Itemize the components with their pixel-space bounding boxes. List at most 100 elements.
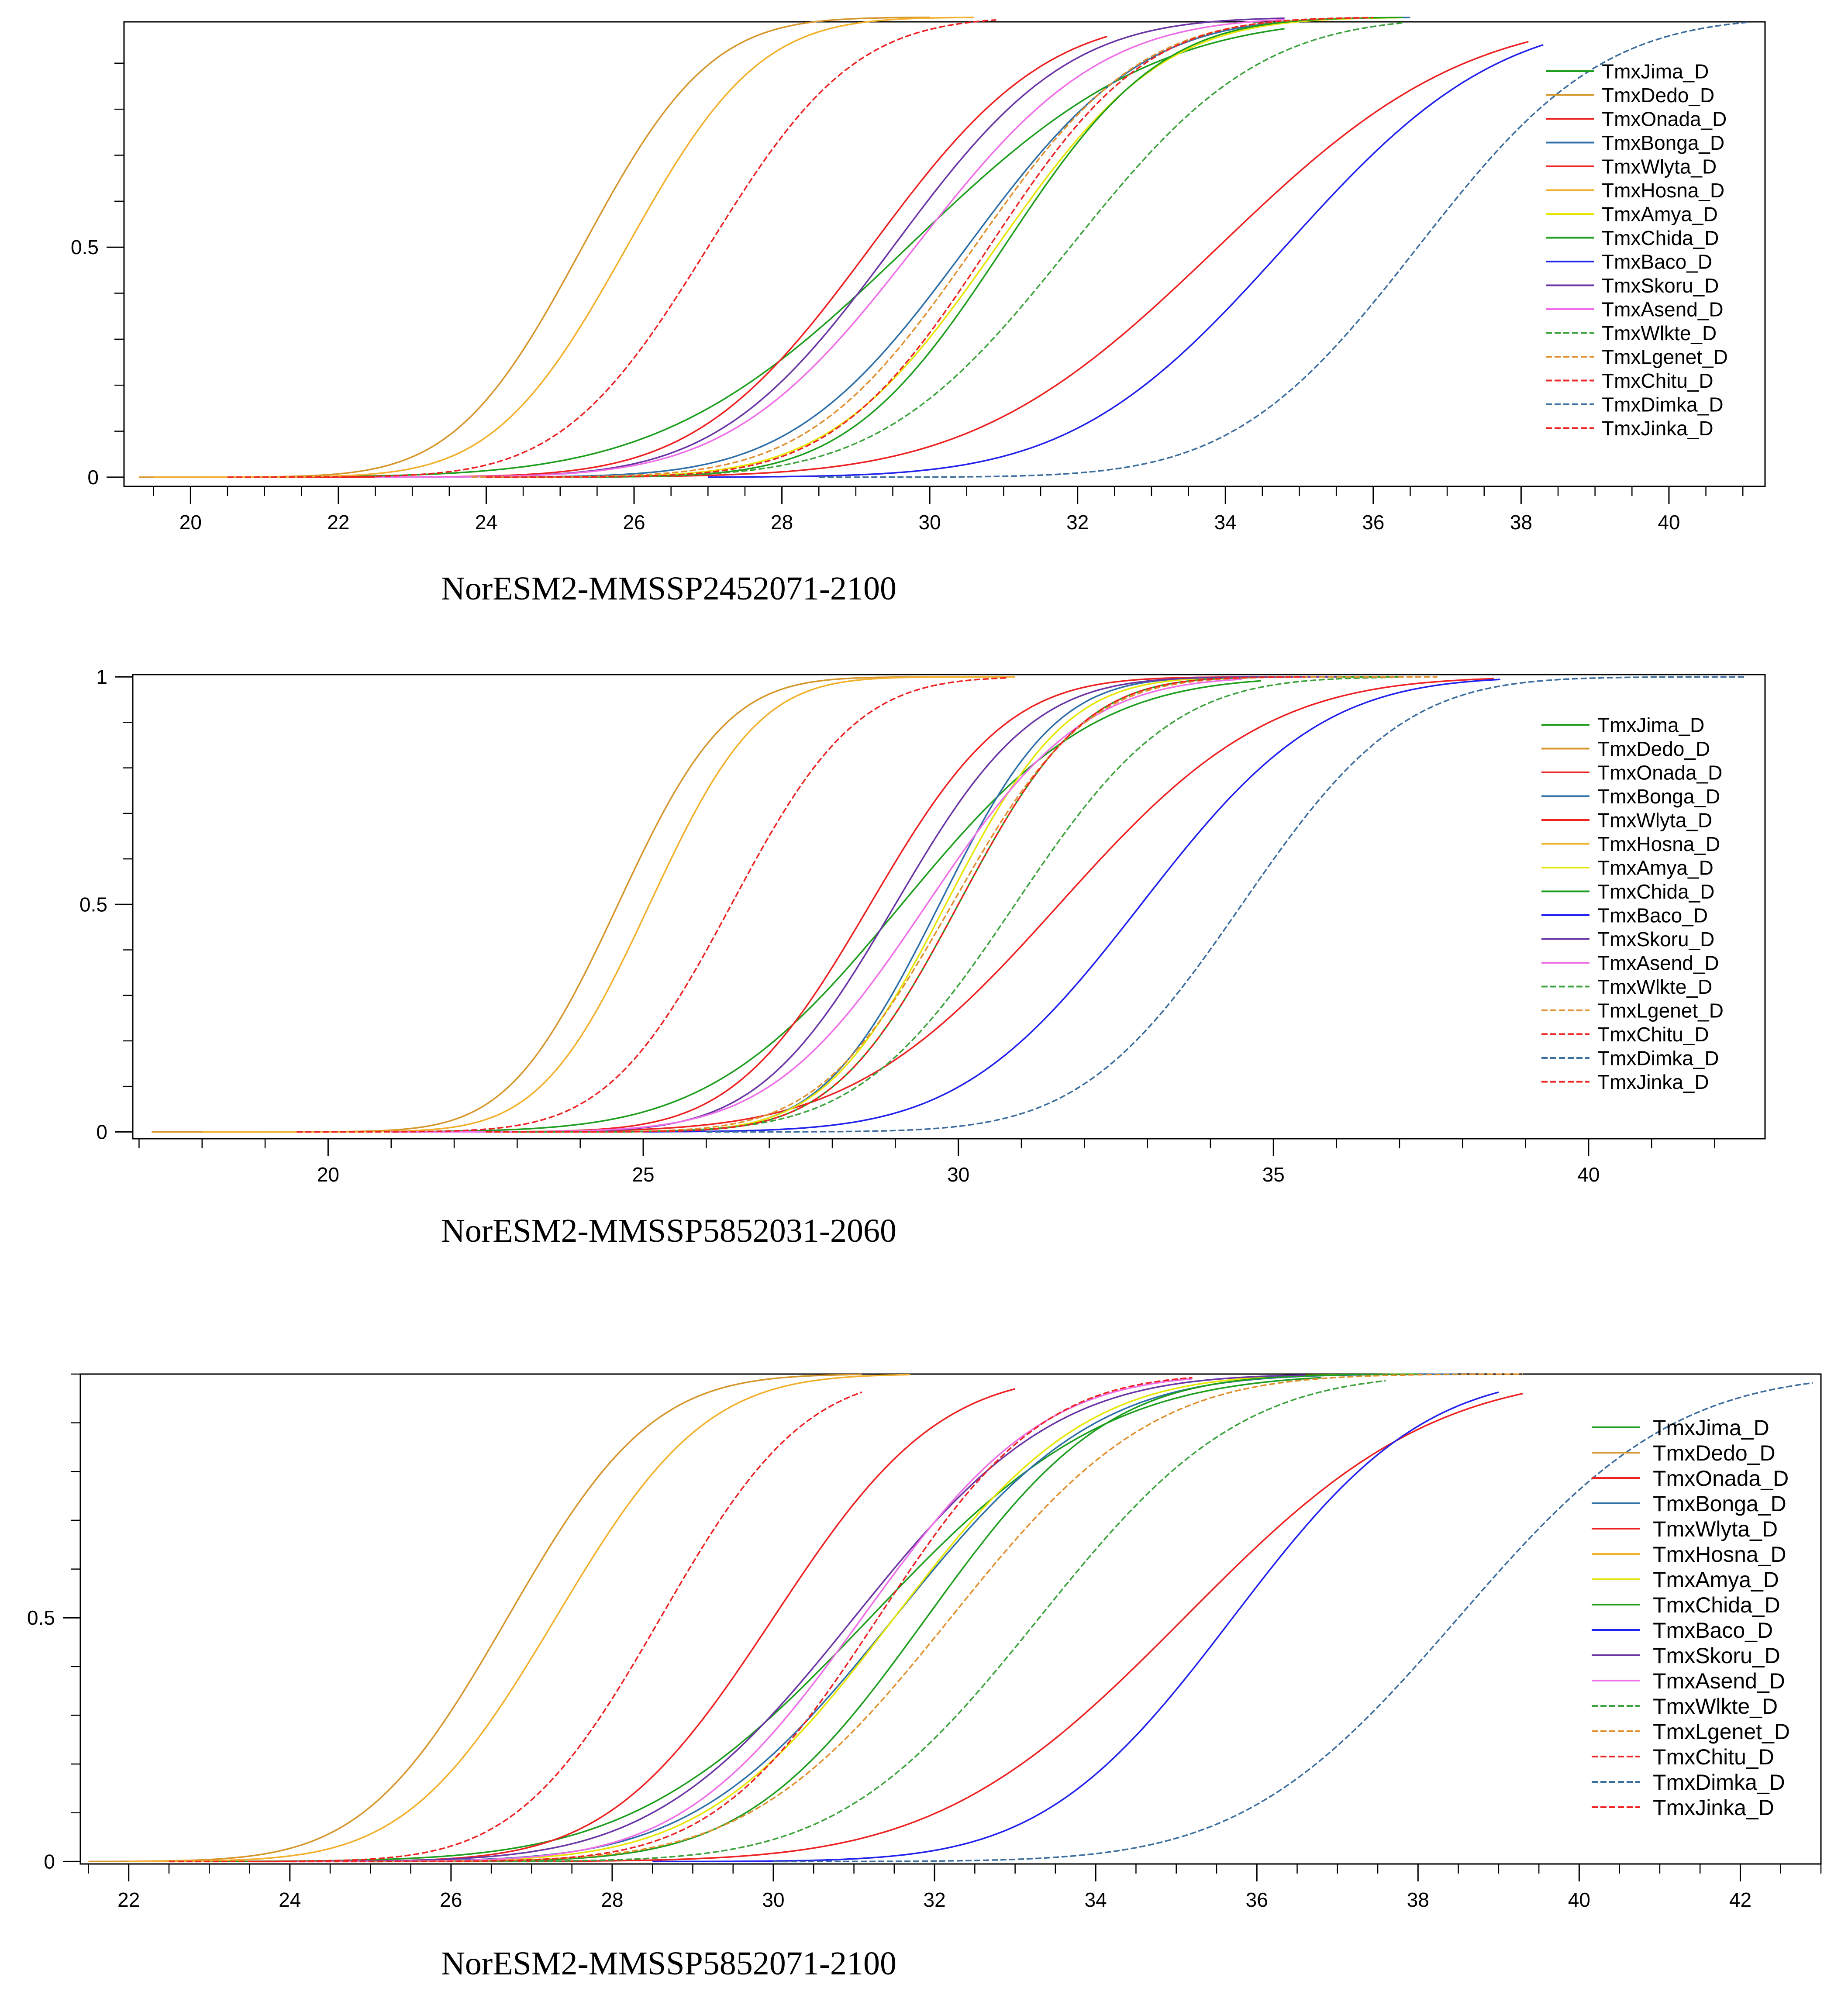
series-line-TmxJinka_D <box>290 1377 1193 1863</box>
legend-label: TmxSkoru_D <box>1597 928 1714 951</box>
legend-label: TmxHosna_D <box>1597 833 1720 855</box>
series-line-TmxLgenet_D <box>370 1373 1523 1863</box>
legend-label: TmxDedo_D <box>1653 1441 1776 1465</box>
legend-label: TmxDimka_D <box>1602 393 1724 416</box>
x-tick-label: 36 <box>1362 511 1384 534</box>
legend-label: TmxWlkte_D <box>1602 322 1717 344</box>
series-line-TmxDimka_D <box>773 1382 1813 1863</box>
series-line-TmxDedo_D <box>88 1374 862 1863</box>
legend-label: TmxWlkte_D <box>1653 1694 1778 1719</box>
x-tick-label: 28 <box>601 1888 623 1911</box>
x-tick-label: 35 <box>1262 1163 1285 1186</box>
x-tick-label: 26 <box>623 511 645 534</box>
legend-label: TmxAsend_D <box>1597 952 1719 975</box>
legend-label: TmxOnada_D <box>1653 1466 1789 1491</box>
series-line-TmxDimka_D <box>706 676 1746 1133</box>
x-tick-label: 34 <box>1085 1888 1107 1911</box>
series-line-TmxChitu_D <box>169 1391 862 1863</box>
x-tick-label: 40 <box>1568 1888 1590 1911</box>
legend-label: TmxSkoru_D <box>1602 274 1719 297</box>
legend-label: TmxChitu_D <box>1602 369 1714 392</box>
legend-label: TmxJinka_D <box>1653 1795 1774 1820</box>
legend-label: TmxAmya_D <box>1597 857 1714 879</box>
legend-label: TmxLgenet_D <box>1602 346 1728 369</box>
legend-label: TmxDedo_D <box>1602 84 1714 107</box>
x-tick-label: 24 <box>475 511 497 534</box>
legend-label: TmxChida_D <box>1602 227 1719 249</box>
series-line-TmxSkoru_D <box>290 1374 1306 1862</box>
series-line-TmxJima_D <box>301 28 1285 478</box>
series-lines <box>88 1373 1813 1863</box>
legend-label: TmxWlyta_D <box>1597 809 1712 832</box>
series-line-TmxChitu_D <box>228 19 996 478</box>
series-line-TmxJinka_D <box>486 676 1305 1133</box>
x-tick-label: 34 <box>1214 511 1237 534</box>
y-tick-label: 0 <box>96 1120 107 1143</box>
legend-label: TmxBaco_D <box>1597 904 1708 927</box>
x-tick-label: 40 <box>1658 511 1680 534</box>
legend-label: TmxDimka_D <box>1597 1047 1719 1070</box>
x-tick-label: 20 <box>179 511 202 534</box>
legend-label: TmxBaco_D <box>1602 251 1712 273</box>
series-line-TmxBaco_D <box>643 679 1500 1133</box>
legend-label: TmxWlyta_D <box>1653 1517 1778 1541</box>
chart-1: 20 22 24 26 28 30 32 34 36 38 4000.5TmxJima_DTmxDe… <box>71 16 1766 534</box>
legend-label: TmxDimka_D <box>1653 1770 1785 1795</box>
legend-label: TmxWlkte_D <box>1597 975 1712 998</box>
legend-label: TmxBonga_D <box>1597 785 1720 808</box>
legend-label: TmxJima_D <box>1602 60 1709 83</box>
x-tick-label: 40 <box>1577 1163 1600 1186</box>
legend-label: TmxWlyta_D <box>1602 155 1717 178</box>
x-tick-label: 42 <box>1729 1888 1751 1911</box>
x-tick-label: 38 <box>1407 1888 1429 1911</box>
legend-label: TmxChitu_D <box>1597 1023 1709 1046</box>
x-tick-label: 28 <box>771 511 793 534</box>
y-tick-label: 0.5 <box>71 236 99 258</box>
x-tick-label: 36 <box>1246 1888 1268 1911</box>
legend-label: TmxBaco_D <box>1653 1618 1773 1643</box>
plot-area <box>132 674 1766 1140</box>
x-tick-label: 24 <box>279 1888 301 1911</box>
legend-label: TmxDedo_D <box>1597 737 1710 760</box>
series-line-TmxHosna_D <box>128 1374 910 1863</box>
chart-3: 22 24 26 28 30 32 34 36 38 40 4200.5TmxJima_DTmxDe… <box>27 1373 1822 1911</box>
x-tick-label: 26 <box>440 1888 462 1911</box>
series-lines <box>152 676 1746 1133</box>
legend-label: TmxLgenet_D <box>1653 1719 1790 1744</box>
x-tick-label: 25 <box>632 1163 654 1186</box>
y-axis: 00.5 <box>27 1373 80 1873</box>
x-axis: 20 25 30 35 40 <box>138 1139 1715 1186</box>
series-line-TmxWlkte_D <box>523 22 1403 478</box>
legend-label: TmxBonga_D <box>1602 131 1724 154</box>
legend: TmxJima_DTmxDedo_DTmxOnada_DTmxBonga_DTm… <box>1541 714 1724 1093</box>
y-tick-label: 0 <box>44 1850 55 1873</box>
series-line-TmxAsend_D <box>375 19 1285 478</box>
y-tick-label: 0 <box>87 466 99 489</box>
x-tick-label: 30 <box>919 511 941 534</box>
legend-label: TmxOnada_D <box>1602 108 1727 131</box>
series-line-TmxDimka_D <box>819 21 1751 478</box>
legend-label: TmxAsend_D <box>1602 298 1724 321</box>
series-line-TmxBaco_D <box>708 44 1544 478</box>
legend-label: TmxAmya_D <box>1602 203 1718 226</box>
legend-label: TmxAmya_D <box>1653 1567 1779 1592</box>
y-axis: 00.5 <box>71 62 124 489</box>
y-tick-label: 0.5 <box>27 1606 55 1629</box>
y-tick-label: 1 <box>96 665 107 688</box>
legend-label: TmxJima_D <box>1653 1416 1769 1440</box>
legend-label: TmxChitu_D <box>1653 1745 1774 1769</box>
legend-label: TmxChida_D <box>1653 1593 1780 1617</box>
legend-label: TmxSkoru_D <box>1653 1643 1780 1668</box>
series-line-TmxOnada_D <box>486 678 1494 1133</box>
legend-label: TmxChida_D <box>1597 880 1714 903</box>
series-line-TmxJinka_D <box>486 17 1373 478</box>
chart-2-caption: NorESM2-MMSSP5852031-2060 <box>441 1213 897 1249</box>
x-tick-label: 32 <box>924 1888 946 1911</box>
legend-label: TmxHosna_D <box>1602 179 1724 202</box>
x-tick-label: 38 <box>1510 511 1532 534</box>
legend-label: TmxAsend_D <box>1653 1669 1785 1693</box>
legend-label: TmxBonga_D <box>1653 1492 1786 1516</box>
series-line-TmxJima_D <box>422 680 1261 1133</box>
series-line-TmxAmya_D <box>370 1373 1418 1862</box>
